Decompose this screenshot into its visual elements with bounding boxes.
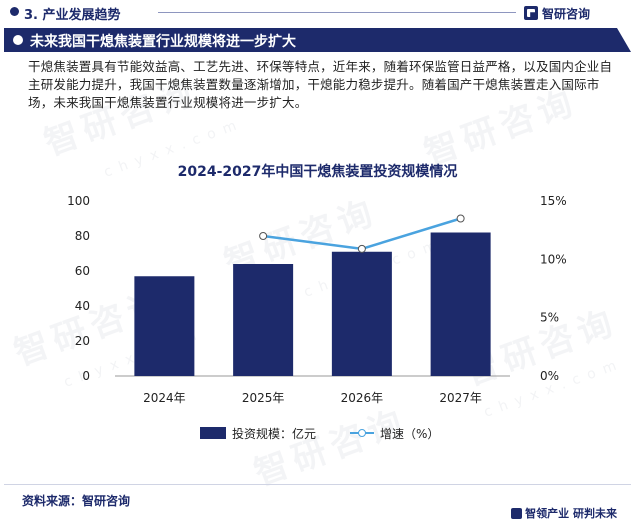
x-tick-label: 2025年 (242, 391, 285, 405)
x-tick-label: 2026年 (341, 391, 384, 405)
footer-divider (4, 484, 631, 485)
y-right-tick-label: 15% (540, 194, 567, 208)
growth-point (357, 244, 366, 253)
x-tick-label: 2027年 (439, 391, 482, 405)
y-left-tick-label: 20 (75, 334, 90, 348)
source-note: 资料来源：智研咨询 (22, 494, 131, 508)
chart-legend: 投资规模：亿元 增速（%） (200, 424, 439, 442)
chart-title: 2024-2027年中国干熄焦装置投资规模情况 (177, 164, 458, 180)
section-bullet (10, 7, 19, 16)
section-title: 未来我国干熄焦装置行业规模将进一步扩大 (30, 34, 296, 50)
title-bullet (13, 35, 23, 45)
y-left-tick-label: 40 (75, 299, 90, 313)
bar (134, 276, 195, 376)
legend-bar-label: 投资规模：亿元 (232, 426, 317, 441)
bar (430, 232, 491, 376)
legend-line-label: 增速（%） (380, 426, 440, 441)
logo-icon (524, 6, 538, 20)
logo-text: 智研咨询 (542, 6, 591, 21)
header-divider (158, 12, 516, 13)
y-right-tick-label: 5% (540, 311, 559, 325)
footer-logo: 智领产业 研判未来 (511, 505, 617, 521)
growth-point (456, 214, 465, 223)
title-bar: 未来我国干熄焦装置行业规模将进一步扩大 (4, 28, 631, 52)
footer-logo-icon (511, 507, 523, 519)
legend-line-swatch (350, 427, 375, 439)
y-left-tick-label: 0 (82, 369, 90, 383)
legend-bar-swatch (200, 427, 226, 439)
brand-logo: 智研咨询 (524, 4, 590, 22)
growth-point (259, 232, 268, 240)
y-right-tick-label: 10% (540, 252, 567, 266)
bar (233, 264, 294, 376)
y-left-tick-label: 80 (75, 229, 90, 243)
top-header: 3. 产业发展趋势 智研咨询 (0, 0, 635, 26)
body-paragraph: 干熄焦装置具有节能效益高、工艺先进、环保等特点，近年来，随着环保监管日益严格，以… (28, 59, 613, 110)
footer-logo-text: 智领产业 研判未来 (525, 507, 617, 520)
y-left-tick-label: 100 (67, 194, 90, 208)
title-corner (617, 28, 631, 52)
y-right-tick-label: 0% (540, 369, 559, 383)
bar (331, 251, 392, 376)
y-left-tick-label: 60 (75, 264, 90, 278)
section-label: 3. 产业发展趋势 (24, 8, 121, 23)
x-tick-label: 2024年 (143, 391, 186, 405)
